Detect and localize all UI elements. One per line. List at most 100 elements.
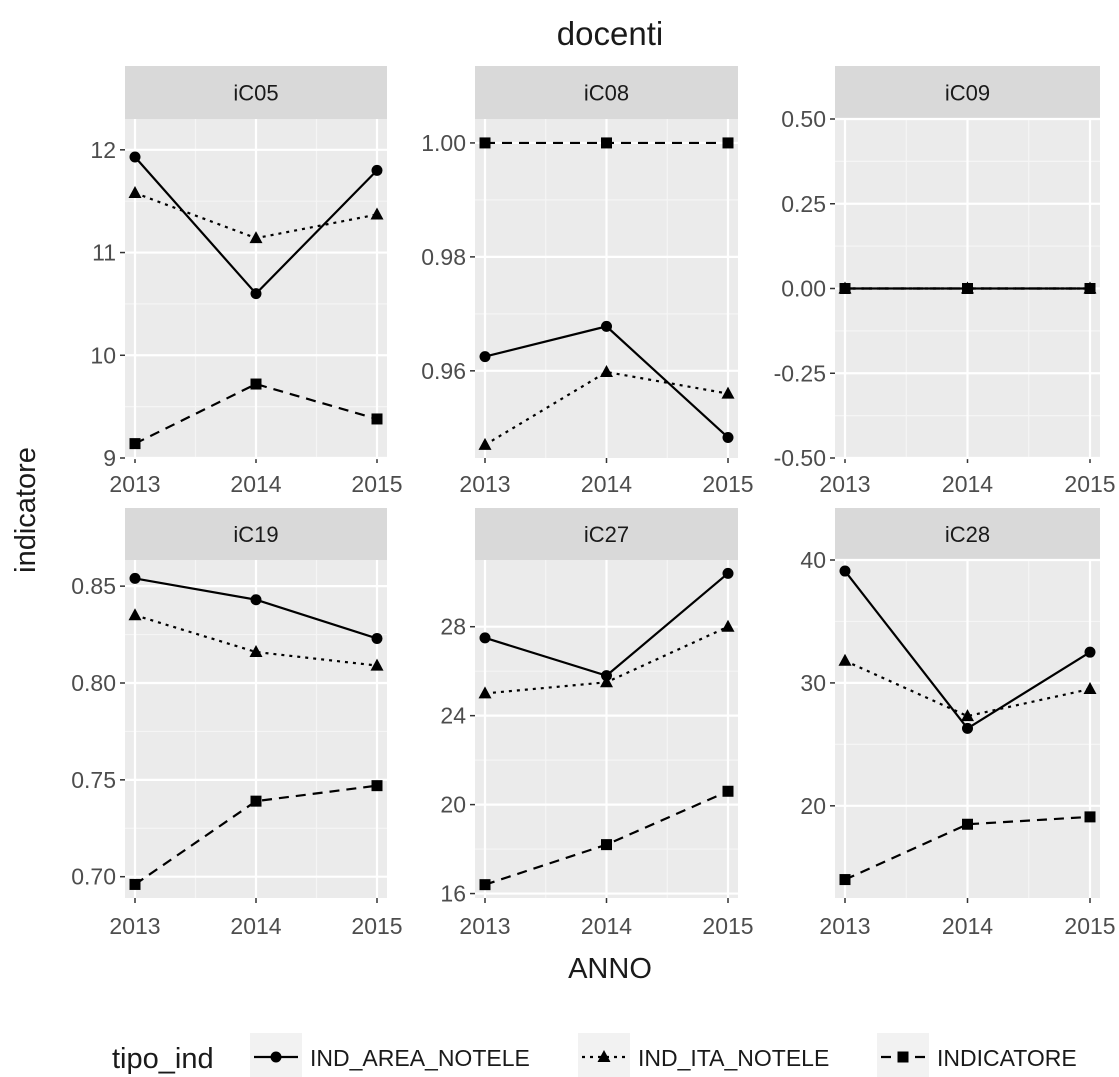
data-point (250, 378, 262, 390)
legend-label: IND_AREA_NOTELE (310, 1045, 530, 1071)
y-tick-label: -0.25 (774, 360, 826, 386)
facet-strip (475, 66, 738, 119)
y-tick-label: 20 (440, 792, 466, 818)
data-point (961, 709, 974, 722)
x-tick-label: 2014 (230, 471, 281, 497)
data-point (601, 320, 612, 332)
series-line (134, 784, 378, 886)
y-tick-label: 0.98 (421, 244, 466, 270)
legend-label: IND_ITA_NOTELE (638, 1045, 829, 1071)
x-tick-label: 2015 (702, 471, 753, 497)
data-point (371, 164, 383, 176)
data-point (1084, 646, 1096, 658)
y-tick-label: 12 (90, 137, 116, 163)
facet-label: iC19 (233, 522, 278, 547)
data-point (722, 137, 734, 149)
legend-title: tipo_ind (112, 1043, 214, 1075)
data-point (371, 632, 383, 644)
facet-panels: iC05 2013 2014 2015 9 10 11 12 iC08 2013 2014 2015 0… (71, 66, 1116, 939)
data-point (1084, 283, 1096, 294)
panel-ic08: iC08 2013 2014 2015 0.96 0.98 1.00 (421, 66, 754, 497)
series-ind-area-notele (129, 151, 383, 300)
data-point (479, 879, 491, 891)
data-point (722, 567, 734, 579)
x-tick-label: 2014 (942, 913, 993, 939)
facet-label: iC08 (584, 81, 629, 106)
y-tick-label: -0.50 (774, 445, 826, 471)
y-tick-label: 0.70 (71, 864, 116, 890)
data-point (601, 137, 612, 149)
data-point (129, 438, 141, 450)
data-point (479, 351, 491, 363)
series-ind-ita-notele (128, 608, 384, 671)
legend: tipo_ind IND_AREA_NOTELE IND_ITA_NOTELE IN… (112, 1033, 1077, 1077)
panel-ic05: iC05 2013 2014 2015 9 10 11 12 (90, 66, 403, 497)
data-point (600, 364, 613, 377)
data-point (839, 874, 851, 886)
panel-ic28: iC28 2013 2014 2015 20 30 40 (800, 508, 1116, 939)
y-tick-label: 0.96 (421, 358, 466, 384)
x-tick-label: 2014 (581, 913, 632, 939)
legend-item-ind-area-notele: IND_AREA_NOTELE (250, 1033, 530, 1077)
x-tick-label: 2015 (1064, 471, 1115, 497)
x-tick-label: 2014 (581, 471, 632, 497)
series-indicatore (479, 785, 734, 891)
data-point (721, 386, 735, 399)
x-tick-label: 2015 (351, 913, 402, 939)
series-indicatore (839, 283, 1096, 294)
y-tick-label: 11 (92, 240, 116, 266)
data-point (962, 283, 973, 294)
data-point (370, 658, 384, 671)
facet-label: iC27 (584, 522, 629, 547)
facet-strip (475, 508, 738, 560)
data-point (962, 818, 973, 830)
legend-item-ind-ita-notele: IND_ITA_NOTELE (578, 1033, 829, 1077)
facet-strip (835, 508, 1100, 560)
y-tick-label: 0.75 (71, 767, 116, 793)
series-ind-ita-notele (128, 185, 384, 244)
series-line (844, 659, 1091, 718)
series-ind-area-notele (839, 565, 1096, 734)
facet-label: iC05 (233, 81, 278, 106)
x-tick-label: 2013 (819, 913, 870, 939)
legend-label: INDICATORE (937, 1045, 1077, 1071)
y-axis-label: indicatore (10, 447, 42, 573)
panel-ic09: iC09 2013 2014 2015 -0.50 -0.25 0.00 0.25 0.50 (774, 66, 1116, 497)
y-tick-label: 10 (90, 342, 116, 368)
series-line (134, 614, 378, 667)
series-ind-ita-notele (478, 619, 735, 699)
data-point (721, 619, 735, 632)
data-point (129, 878, 141, 890)
y-tick-label: 0.80 (71, 670, 116, 696)
series-ind-area-notele (479, 320, 734, 443)
x-axis-label: ANNO (568, 953, 652, 985)
data-point (129, 572, 141, 584)
data-point (370, 207, 384, 220)
data-point (1083, 682, 1097, 695)
data-point (722, 785, 734, 797)
x-tick-label: 2015 (351, 471, 402, 497)
x-tick-label: 2013 (109, 471, 160, 497)
data-point (478, 686, 492, 699)
legend-key-marker (897, 1051, 909, 1063)
y-tick-label: 0.85 (71, 573, 116, 599)
x-tick-label: 2013 (459, 471, 510, 497)
data-point (371, 780, 383, 792)
series-ind-ita-notele (478, 364, 735, 450)
data-point (478, 437, 492, 450)
x-tick-label: 2015 (702, 913, 753, 939)
data-point (479, 632, 491, 644)
y-tick-label: 1.00 (421, 130, 466, 156)
data-point (722, 431, 734, 443)
y-tick-label: 24 (440, 703, 466, 729)
series-indicatore (129, 378, 383, 450)
data-point (601, 839, 612, 851)
legend-key-marker (597, 1050, 611, 1062)
facet-label: iC28 (945, 522, 990, 547)
series-indicatore (129, 780, 383, 890)
data-point (600, 675, 613, 688)
series-indicatore (839, 811, 1096, 886)
y-tick-label: 9 (103, 445, 116, 471)
data-point (250, 594, 262, 606)
